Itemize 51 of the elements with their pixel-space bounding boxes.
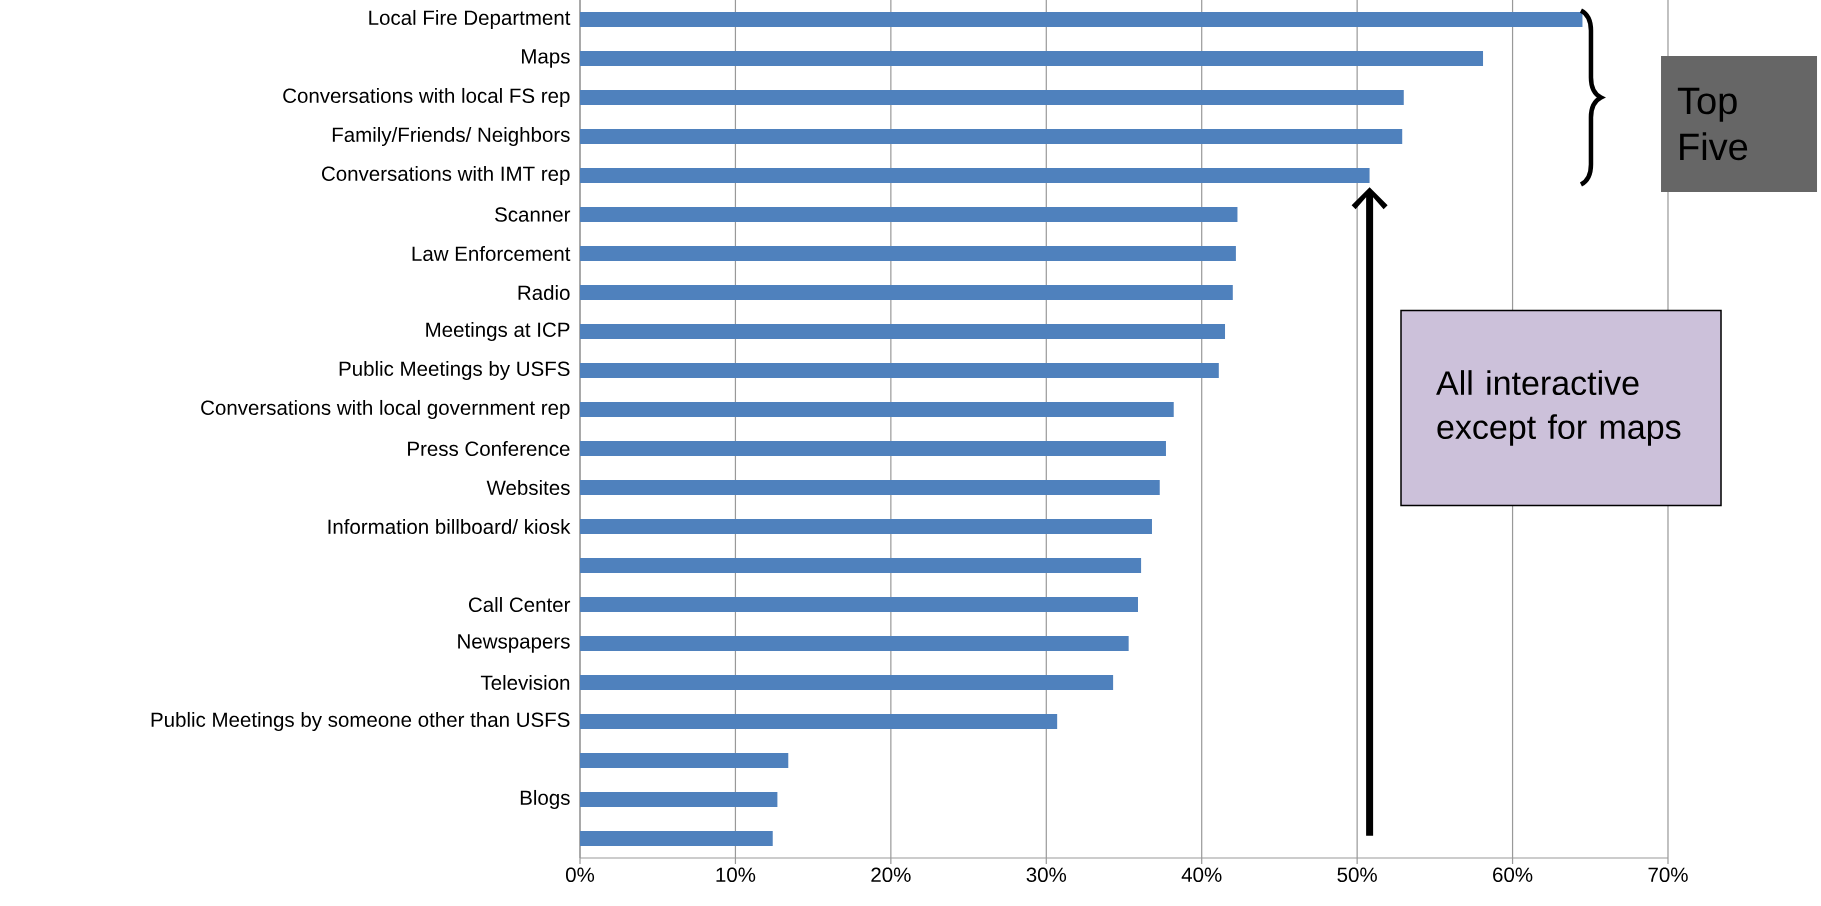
bar [580,11,1583,27]
bar [580,167,1370,183]
bar [580,792,778,807]
x-tick-label: 70% [1648,867,1688,883]
text: Top Five [1677,87,1748,161]
bar [580,597,1138,612]
bar [580,714,1058,729]
y-tick-label: Meetings at ICP [426,321,570,342]
x-tick-label: 20% [871,867,911,883]
bar [580,50,1484,66]
y-tick-label: Blogs [520,789,570,810]
bar [580,402,1174,417]
bar [580,90,1404,105]
y-tick-label: Law Enforcement [412,245,571,262]
y-tick-label: Television [480,674,570,691]
y-tick-label: Websites [486,479,570,496]
x-tick-label: 10% [716,867,756,883]
annotation: All interactive except for maps [1436,370,1681,446]
y-tick-label: Information billboard/ kiosk [328,518,571,535]
bar [580,324,1226,339]
bar [580,558,1142,573]
y-tick-label: Local Fire Department [369,9,571,30]
bar [580,675,1114,690]
bar [580,753,789,768]
bar [580,206,1238,222]
bar [580,519,1152,534]
x-tick-label: 40% [1181,867,1222,883]
bar [580,285,1233,300]
bar [580,363,1219,378]
y-tick-label: Conversations with IMT rep [322,165,570,186]
y-tick-label: Call Center [468,596,571,613]
x-tick-label: 60% [1493,867,1533,883]
bar [580,480,1160,495]
y-tick-label: Public Meetings by USFS [339,360,570,381]
y-tick-label: Family/Friends/ Neighbors [332,126,570,147]
y-tick-label: Public Meetings by someone other than USFS [151,711,570,732]
y-tick-label: Radio [518,284,570,301]
y-tick-label: Scanner [495,207,571,222]
bar [580,831,773,846]
x-tick-label: 50% [1337,867,1377,883]
x-tick-label: 30% [1026,867,1067,883]
y-tick-label: Press Conference [408,440,570,457]
y-tick-label: Newspapers [458,634,570,653]
bar [580,636,1129,651]
bar [580,246,1236,261]
y-tick-label: Conversations with local government rep [201,399,570,420]
x-tick-label: 0% [565,867,595,883]
bar [580,129,1403,144]
y-tick-label: Maps [522,49,570,68]
y-tick-label: Conversations with local FS rep [283,87,570,108]
bar [580,441,1166,456]
